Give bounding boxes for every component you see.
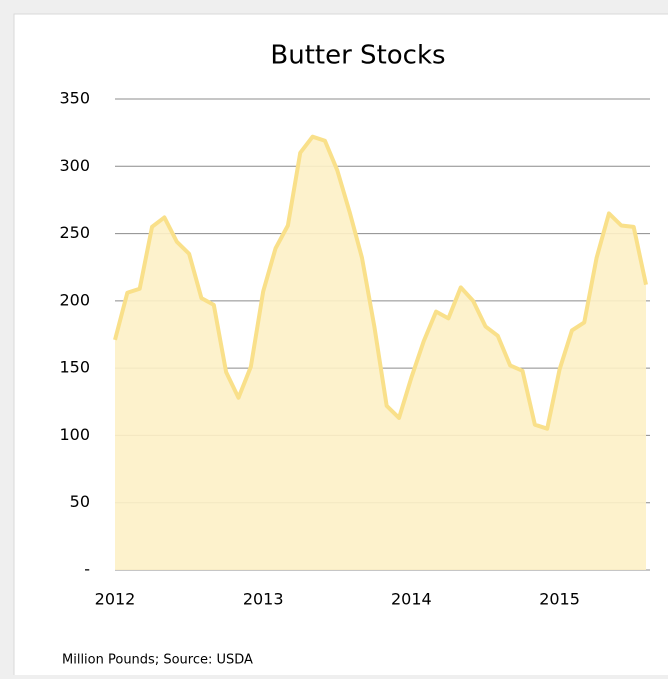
y-tick-label: 350 (59, 89, 90, 108)
x-tick-label: 2015 (539, 590, 580, 609)
y-tick-label: 150 (59, 358, 90, 377)
y-tick-label: 200 (59, 290, 90, 309)
area-fill (115, 136, 646, 570)
y-tick-label: - (84, 560, 90, 579)
x-tick-label: 2014 (391, 590, 432, 609)
chart-title: Butter Stocks (270, 41, 445, 71)
area-line (113, 134, 648, 431)
source-note: Million Pounds; Source: USDA (62, 653, 253, 668)
y-tick-label: 300 (59, 156, 90, 175)
y-tick-label: 100 (59, 425, 90, 444)
x-tick-label: 2013 (243, 590, 284, 609)
y-tick-label: 250 (59, 223, 90, 242)
x-tick-label: 2012 (95, 590, 136, 609)
y-tick-label: 50 (70, 492, 90, 511)
